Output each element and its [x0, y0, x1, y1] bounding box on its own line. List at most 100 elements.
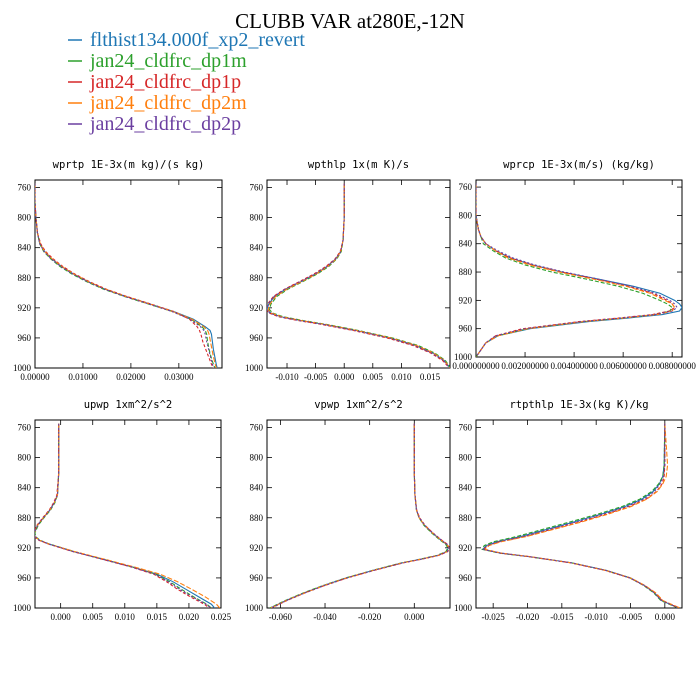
x-tick-label: -0.010	[275, 372, 299, 382]
y-tick-label: 960	[250, 573, 264, 583]
y-tick-label: 960	[250, 333, 264, 343]
panel-5: vpwp 1xm^2/s^2 760 800 840 880 920 960 1000 -0.0…	[245, 399, 451, 622]
series-line-4	[476, 183, 676, 357]
y-tick-label: 1000	[13, 603, 32, 613]
series-line-2	[269, 423, 449, 608]
x-tick-label: 0.01000	[68, 372, 98, 382]
x-tick-label: -0.015	[550, 612, 574, 622]
x-tick-label: 0.010	[391, 372, 412, 382]
panel-frame	[34, 419, 222, 609]
y-tick-label: 840	[250, 483, 264, 493]
y-tick-label: 760	[459, 182, 473, 192]
series-line-3	[35, 183, 214, 368]
series-line-2	[476, 183, 673, 357]
y-tick-label: 880	[250, 513, 264, 523]
y-tick-label: 960	[18, 333, 32, 343]
series-line-5	[270, 423, 450, 608]
y-tick-label: 760	[459, 423, 473, 433]
series-line-2	[35, 183, 216, 368]
x-tick-label: 0.025	[211, 612, 232, 622]
legend-entry-4: jan24_cldfrc_dp2m	[89, 92, 247, 114]
series-line-3	[267, 183, 450, 368]
x-tick-label: -0.060	[269, 612, 293, 622]
x-tick-label: 0.015	[147, 612, 168, 622]
x-tick-label: -0.040	[313, 612, 337, 622]
panel-title: wpthlp 1x(m K)/s	[308, 159, 409, 171]
y-tick-label: 760	[18, 183, 32, 193]
series-line-5	[482, 423, 679, 608]
x-tick-label: 0.005	[83, 612, 104, 622]
y-tick-label: 920	[18, 303, 32, 313]
panel-2: wpthlp 1x(m K)/s 760 800 840 880 920 960 1000 -0…	[245, 159, 451, 382]
legend: flthist134.000f_xp2_revert jan24_cldfrc_d…	[68, 29, 305, 135]
y-tick-label: 760	[18, 423, 32, 433]
y-tick-label: 840	[18, 483, 32, 493]
panels: wprtp 1E-3x(m kg)/(s kg) 760 800 840 880 920 9…	[13, 159, 696, 622]
y-tick-label: 1000	[454, 603, 473, 613]
x-tick-label: 0.000	[334, 372, 355, 382]
series-line-1	[267, 183, 450, 368]
y-tick-label: 880	[459, 267, 473, 277]
series-line-4	[35, 183, 217, 368]
panel-frame	[475, 419, 683, 609]
y-tick-label: 920	[250, 543, 264, 553]
legend-entry-5: jan24_cldfrc_dp2p	[89, 113, 241, 135]
series-line-1	[35, 183, 218, 368]
panel-4: upwp 1xm^2/s^2 760 800 840 880 920 960 1000 0.00…	[13, 399, 232, 622]
series-line-2	[268, 183, 450, 368]
series-line-1	[481, 423, 679, 608]
panel-title: upwp 1xm^2/s^2	[84, 399, 173, 411]
series-line-5	[476, 183, 678, 357]
y-tick-label: 920	[459, 295, 473, 305]
series-line-5	[35, 183, 215, 368]
y-tick-label: 840	[250, 243, 264, 253]
x-tick-label: 0.02000	[116, 372, 146, 382]
x-tick-label: -0.010	[585, 612, 609, 622]
y-tick-label: 800	[18, 453, 32, 463]
x-tick-label: 0.005	[363, 372, 384, 382]
x-tick-label: 0.006000000	[600, 361, 648, 371]
y-tick-label: 760	[250, 423, 264, 433]
series-line-1	[35, 423, 216, 608]
y-tick-label: 960	[459, 573, 473, 583]
x-tick-label: 0.015	[420, 372, 441, 382]
panel-frame	[34, 179, 223, 369]
chart-title: CLUBB VAR at280E,-12N	[235, 9, 465, 33]
y-tick-label: 800	[459, 453, 473, 463]
series-line-4	[270, 423, 450, 608]
y-tick-label: 840	[18, 243, 32, 253]
x-tick-label: 0.002000000	[501, 361, 549, 371]
y-tick-label: 800	[250, 453, 264, 463]
panel-frame	[266, 419, 451, 609]
y-tick-label: 1000	[245, 603, 264, 613]
x-tick-label: 0.000	[51, 612, 72, 622]
y-tick-label: 880	[18, 273, 32, 283]
y-tick-label: 800	[250, 213, 264, 223]
y-tick-label: 920	[459, 543, 473, 553]
series-line-2	[35, 423, 212, 608]
series-line-4	[35, 423, 221, 608]
panel-3: wprcp 1E-3x(m/s) (kg/kg) 760 800 840 880 920 9…	[452, 159, 696, 371]
series-line-4	[483, 423, 681, 608]
x-tick-label: -0.005	[619, 612, 643, 622]
series-line-5	[35, 423, 212, 608]
series-line-3	[482, 423, 680, 608]
panel-frame	[475, 179, 683, 358]
y-tick-label: 920	[250, 303, 264, 313]
series-line-3	[35, 423, 210, 608]
y-tick-label: 800	[459, 210, 473, 220]
series-line-4	[267, 183, 450, 368]
panel-6: rtpthlp 1E-3x(kg K)/kg 760 800 840 880 920 960…	[454, 399, 683, 622]
series-line-1	[476, 183, 682, 357]
x-tick-label: 0.03000	[164, 372, 194, 382]
y-tick-label: 760	[250, 183, 264, 193]
x-tick-label: 0.008000000	[649, 361, 697, 371]
y-tick-label: 880	[250, 273, 264, 283]
legend-entry-1: flthist134.000f_xp2_revert	[90, 29, 305, 51]
legend-entry-3: jan24_cldfrc_dp1p	[89, 71, 241, 93]
series-line-3	[476, 183, 676, 357]
y-tick-label: 1000	[13, 363, 32, 373]
y-tick-label: 960	[459, 324, 473, 334]
panel-1: wprtp 1E-3x(m kg)/(s kg) 760 800 840 880 920 9…	[13, 159, 223, 382]
